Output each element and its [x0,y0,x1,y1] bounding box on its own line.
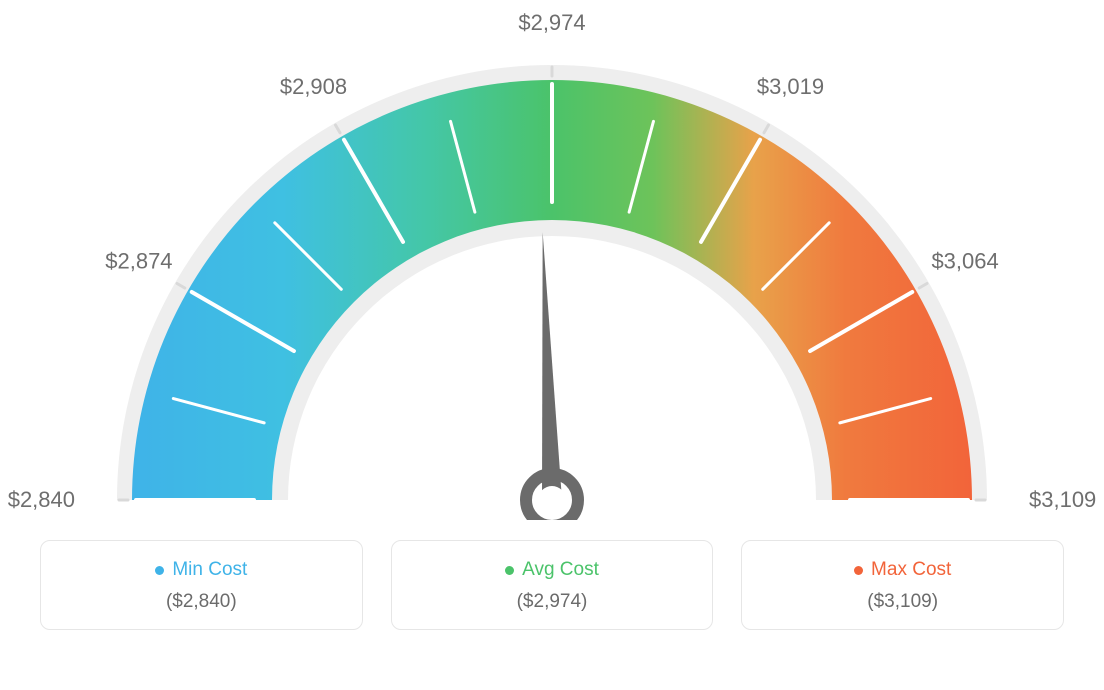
legend-value-max: ($3,109) [762,591,1043,613]
dot-icon [854,566,863,575]
legend-title-avg: Avg Cost [505,559,599,581]
legend-value-avg: ($2,974) [412,591,693,613]
gauge-chart: $2,840 $2,874 $2,908 $2,974 $3,019 $3,064 $3,1… [0,0,1104,520]
svg-text:$3,109: $3,109 [1029,487,1096,512]
svg-text:$3,019: $3,019 [757,74,824,99]
legend-title-min: Min Cost [155,559,247,581]
legend-value-min: ($2,840) [61,591,342,613]
svg-text:$2,840: $2,840 [8,487,75,512]
svg-text:$2,974: $2,974 [518,10,585,35]
svg-text:$2,908: $2,908 [280,74,347,99]
legend-card-max: Max Cost ($3,109) [741,540,1064,630]
legend-row: Min Cost ($2,840) Avg Cost ($2,974) Max … [0,520,1104,630]
legend-label-avg: Avg Cost [522,559,599,581]
dot-icon [155,566,164,575]
dot-icon [505,566,514,575]
svg-text:$2,874: $2,874 [105,249,172,274]
legend-title-max: Max Cost [854,559,951,581]
legend-card-avg: Avg Cost ($2,974) [391,540,714,630]
legend-label-max: Max Cost [871,559,951,581]
legend-card-min: Min Cost ($2,840) [40,540,363,630]
legend-label-min: Min Cost [172,559,247,581]
svg-text:$3,064: $3,064 [931,249,998,274]
